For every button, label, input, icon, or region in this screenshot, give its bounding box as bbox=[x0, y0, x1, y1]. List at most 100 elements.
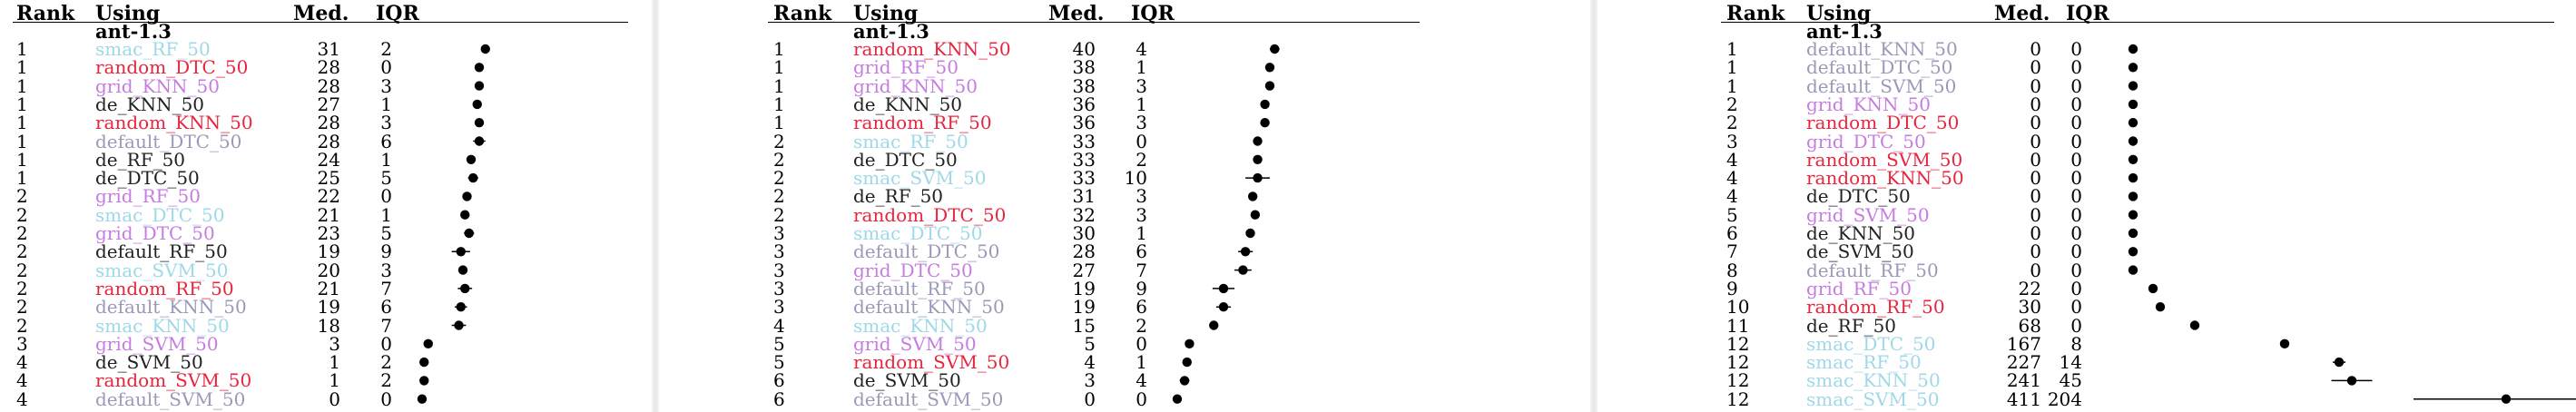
results-panel: Rank Using Med. IQR ant-1.3 1 smac_RF_50 31 2 1 ra… bbox=[0, 0, 635, 412]
median-value: 28 bbox=[1072, 240, 1096, 263]
median-value: 241 bbox=[2006, 369, 2041, 392]
header-iqr: IQR bbox=[2066, 2, 2109, 25]
median-dot bbox=[474, 81, 485, 91]
iqr-value: 1 bbox=[1136, 93, 1147, 115]
rank-cell: 2 bbox=[773, 203, 785, 226]
rank-cell: 1 bbox=[1726, 38, 1738, 60]
results-panel: Rank Using Med. IQR ant-1.3 1 default_KNN_50 0 0… bbox=[1708, 0, 2576, 412]
rank-cell: 7 bbox=[1726, 240, 1738, 263]
iqr-value: 6 bbox=[1136, 240, 1147, 263]
median-value: 0 bbox=[2030, 93, 2041, 115]
treatment-label: smac_DTC_50 bbox=[1806, 332, 1936, 355]
iqr-value: 1 bbox=[380, 203, 392, 226]
median-dot bbox=[2155, 302, 2166, 312]
rank-cell: 10 bbox=[1726, 296, 1750, 319]
iqr-value: 0 bbox=[2070, 296, 2082, 319]
iqr-value: 0 bbox=[2070, 203, 2082, 226]
treatment-label: grid_SVM_50 bbox=[853, 332, 977, 355]
median-value: 24 bbox=[317, 148, 340, 171]
median-value: 32 bbox=[1072, 203, 1096, 226]
header-med: Med. bbox=[1048, 2, 1105, 25]
rank-cell: 1 bbox=[773, 93, 785, 115]
treatment-label: default_DTC_50 bbox=[853, 240, 1000, 263]
median-dot bbox=[2128, 172, 2138, 183]
iqr-value: 0 bbox=[2070, 74, 2082, 97]
rank-cell: 5 bbox=[1726, 203, 1738, 226]
iqr-value: 204 bbox=[2047, 387, 2082, 410]
header-rank: Rank bbox=[773, 2, 832, 25]
median-value: 21 bbox=[317, 277, 340, 299]
median-value: 30 bbox=[1072, 222, 1096, 244]
median-value: 27 bbox=[1072, 259, 1096, 281]
iqr-value: 0 bbox=[380, 185, 392, 208]
treatment-label: random_DTC_50 bbox=[853, 203, 1007, 226]
rank-cell: 3 bbox=[773, 222, 785, 244]
iqr-value: 4 bbox=[1136, 369, 1147, 392]
dot-plot bbox=[417, 44, 490, 404]
iqr-value: 7 bbox=[380, 277, 392, 299]
rank-cell: 5 bbox=[773, 332, 785, 355]
median-value: 19 bbox=[317, 296, 340, 319]
treatment-label: de_SVM_50 bbox=[95, 351, 203, 374]
treatment-label: default_KNN_50 bbox=[853, 296, 1005, 319]
rank-cell: 1 bbox=[16, 167, 28, 190]
iqr-value: 3 bbox=[1136, 185, 1147, 208]
treatment-label: random_KNN_50 bbox=[95, 112, 253, 134]
median-dot bbox=[1264, 81, 1275, 91]
header-med: Med. bbox=[293, 2, 349, 25]
iqr-value: 8 bbox=[2070, 332, 2082, 355]
rank-cell: 1 bbox=[773, 56, 785, 79]
iqr-value: 0 bbox=[2070, 277, 2082, 299]
median-dot bbox=[1185, 338, 1195, 348]
rank-cell: 2 bbox=[16, 314, 28, 337]
iqr-value: 0 bbox=[1136, 332, 1147, 355]
median-value: 0 bbox=[2030, 203, 2041, 226]
median-value: 21 bbox=[317, 203, 340, 226]
treatment-label: random_KNN_50 bbox=[853, 38, 1011, 60]
header-using: Using bbox=[1806, 2, 1872, 25]
median-value: 28 bbox=[317, 74, 340, 97]
median-dot bbox=[460, 283, 470, 294]
rank-cell: 2 bbox=[1726, 93, 1738, 115]
rank-cell: 5 bbox=[773, 351, 785, 374]
rank-cell: 8 bbox=[1726, 259, 1738, 281]
median-value: 28 bbox=[317, 56, 340, 79]
rank-cell: 2 bbox=[16, 259, 28, 281]
rank-cell: 1 bbox=[16, 148, 28, 171]
median-dot bbox=[1253, 172, 1263, 183]
rank-cell: 12 bbox=[1726, 351, 1750, 374]
rank-cell: 2 bbox=[16, 185, 28, 208]
median-value: 38 bbox=[1072, 74, 1096, 97]
median-value: 27 bbox=[317, 93, 340, 115]
iqr-value: 5 bbox=[380, 167, 392, 190]
median-value: 19 bbox=[317, 240, 340, 263]
rank-cell: 1 bbox=[773, 38, 785, 60]
treatment-label: random_SVM_50 bbox=[853, 351, 1010, 374]
rank-cell: 1 bbox=[773, 74, 785, 97]
iqr-value: 0 bbox=[2070, 112, 2082, 134]
median-dot bbox=[454, 320, 464, 330]
treatment-label: default_RF_50 bbox=[95, 240, 228, 263]
median-dot bbox=[1209, 320, 1219, 330]
iqr-value: 7 bbox=[1136, 259, 1147, 281]
iqr-value: 0 bbox=[380, 56, 392, 79]
rank-cell: 1 bbox=[16, 93, 28, 115]
median-dot bbox=[2128, 228, 2138, 239]
median-dot bbox=[419, 357, 429, 368]
iqr-value: 1 bbox=[1136, 222, 1147, 244]
median-value: 3 bbox=[1084, 369, 1096, 392]
treatment-label: smac_RF_50 bbox=[853, 130, 968, 152]
iqr-value: 1 bbox=[1136, 351, 1147, 374]
median-value: 0 bbox=[2030, 112, 2041, 134]
iqr-value: 2 bbox=[380, 351, 392, 374]
iqr-value: 9 bbox=[1136, 277, 1147, 299]
median-dot bbox=[456, 247, 466, 257]
iqr-value: 0 bbox=[1136, 130, 1147, 152]
treatment-label: default_SVM_50 bbox=[1806, 74, 1957, 97]
median-dot bbox=[2128, 44, 2138, 54]
median-dot bbox=[456, 302, 466, 312]
median-dot bbox=[2128, 154, 2138, 164]
treatment-label: smac_SVM_50 bbox=[95, 259, 229, 281]
treatment-label: grid_SVM_50 bbox=[1806, 203, 1930, 226]
median-value: 22 bbox=[2018, 277, 2041, 299]
